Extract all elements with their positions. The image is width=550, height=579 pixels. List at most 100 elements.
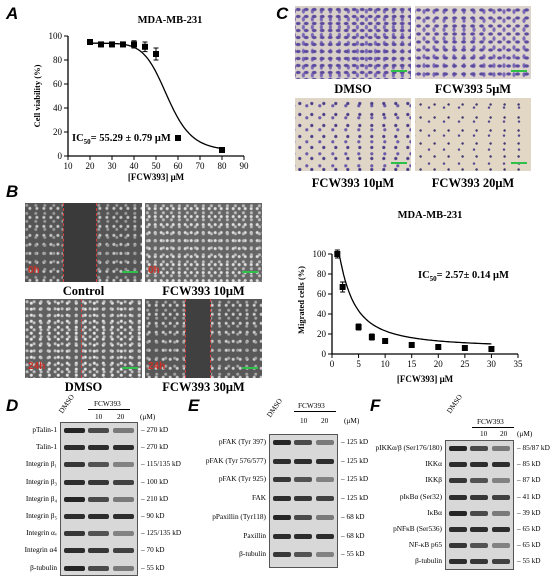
blot-band-row: [60, 426, 138, 435]
blot-row-label: IKKα: [425, 459, 442, 469]
chart-a-xlabel: [FCW393] μM: [128, 172, 185, 182]
blot-band: [113, 496, 135, 502]
panel-letter-c: C: [276, 4, 289, 23]
blot-band: [63, 462, 85, 468]
x-tick-label: 50: [152, 161, 162, 171]
x-tick-label: 25: [460, 359, 470, 369]
blot-row-label: Integrin β₃: [25, 476, 57, 486]
data-point: [153, 51, 159, 57]
transwell-image-fcw393-20: [415, 98, 531, 171]
blot-row-size: – 125 kD: [341, 437, 369, 446]
wound-image-control: 0h: [25, 203, 142, 282]
blot-band: [272, 496, 291, 502]
x-tick-label: 90: [240, 161, 250, 171]
chart-c-ic50: IC50= 2.57± 0.14 μM: [418, 270, 509, 283]
blot-band: [113, 445, 135, 451]
blot-row-label: Integrin αᵥ: [26, 528, 57, 538]
panel-letter-b: B: [6, 182, 19, 201]
y-tick-label: 60: [53, 79, 63, 89]
blot-band-row: [60, 564, 138, 573]
blot-band: [448, 559, 467, 565]
blot-band-row: [445, 557, 514, 566]
scale-bar: [391, 70, 407, 72]
chart-a-ic50-sub: 50: [84, 138, 92, 146]
blot-band: [316, 552, 335, 558]
data-point: [109, 41, 115, 48]
blot-membrane: [445, 440, 514, 570]
chart-c-ic50-prefix: IC: [418, 270, 430, 281]
blot-band: [63, 479, 85, 485]
blot-row-label: Paxillin: [243, 530, 266, 540]
y-tick-label: 60: [317, 289, 327, 299]
y-tick-label: 100: [49, 31, 63, 41]
data-point: [175, 135, 181, 141]
blot-row-label: pFAK (Tyr 397): [218, 437, 266, 446]
data-point: [334, 251, 341, 257]
blot-row-label: Integrin α4: [24, 545, 57, 555]
blot-row-label: pFAK (Tyr 576/577): [205, 455, 266, 465]
scale-bar: [122, 367, 138, 369]
time-badge: 24h: [148, 361, 166, 372]
blot-band: [492, 559, 511, 565]
chart-a-title: MDA-MB-231: [138, 15, 203, 26]
data-point: [488, 346, 495, 352]
transwell-label-fcw393-5: FCW393 5μM: [434, 82, 512, 96]
blot-band-row: [60, 495, 138, 504]
blot-band: [470, 446, 489, 451]
blot-row-size: – 87 kD: [517, 475, 541, 485]
blot-band: [470, 510, 489, 516]
lane-header-unit: (μM): [344, 416, 360, 425]
blot-band: [294, 440, 313, 445]
blot-row-label: pIKKα/β (Ser176/180): [375, 443, 442, 452]
wound-image-dmso: 24h: [25, 299, 142, 378]
blot-band-row: [445, 541, 514, 550]
data-point: [131, 41, 137, 48]
blot-band-row: [60, 529, 138, 538]
blot-row-label: β-tubulin: [415, 556, 442, 566]
blot-row-size: – 85/87 kD: [517, 443, 550, 452]
blot-band: [294, 458, 313, 464]
lane-header-underline: [472, 427, 514, 428]
blot-band: [113, 565, 135, 571]
data-point: [98, 41, 104, 48]
blot-row-size: – 270 kD: [141, 425, 169, 434]
blot-row-size: – 41 kD: [517, 491, 541, 501]
lane-header-dose-10: 10: [95, 412, 103, 421]
blot-band-row: [445, 493, 514, 502]
lane-header-drug: FCW393: [477, 417, 504, 426]
blot-band-row: [60, 546, 138, 555]
blot-row-label: pNFκB (Ser536): [393, 524, 442, 533]
blot-band-row: [445, 509, 514, 518]
blot-row-size: – 65 kD: [517, 540, 541, 550]
data-point: [368, 334, 375, 340]
data-point: [435, 344, 442, 350]
fit-curve: [337, 253, 492, 345]
blot-band: [316, 440, 335, 445]
blot-band: [63, 496, 85, 502]
x-tick-label: 70: [196, 161, 206, 171]
blot-band-row: [269, 457, 338, 466]
panel-letter-f: F: [370, 396, 381, 415]
x-tick-label: 40: [130, 161, 140, 171]
blot-band: [492, 543, 511, 549]
blot-row-size: – 210 kD: [141, 493, 169, 503]
wound-label-fcw393-30: FCW393 30μM: [162, 380, 245, 394]
blot-row-size: – 39 kD: [517, 507, 541, 517]
transwell-image-fcw393-10: [295, 98, 411, 171]
x-tick-label: 5: [356, 359, 361, 369]
data-point: [461, 345, 468, 351]
lane-header-dose-10: 10: [300, 416, 308, 425]
lane-header-dose-20: 20: [500, 429, 508, 438]
blot-band: [448, 446, 467, 451]
blot-band: [470, 559, 489, 565]
blot-band: [294, 552, 313, 558]
blot-band: [113, 428, 135, 433]
blot-row-label: pPaxillin (Tyr118): [212, 511, 266, 521]
blot-row-size: – 125 kD: [341, 474, 369, 484]
blot-band: [294, 514, 313, 520]
blot-row-label: pIκBα (Ser32): [399, 491, 442, 501]
blot-band: [272, 440, 291, 445]
x-tick-label: 10: [64, 161, 74, 171]
blot-band: [88, 479, 110, 485]
wound-gap: [185, 299, 211, 378]
